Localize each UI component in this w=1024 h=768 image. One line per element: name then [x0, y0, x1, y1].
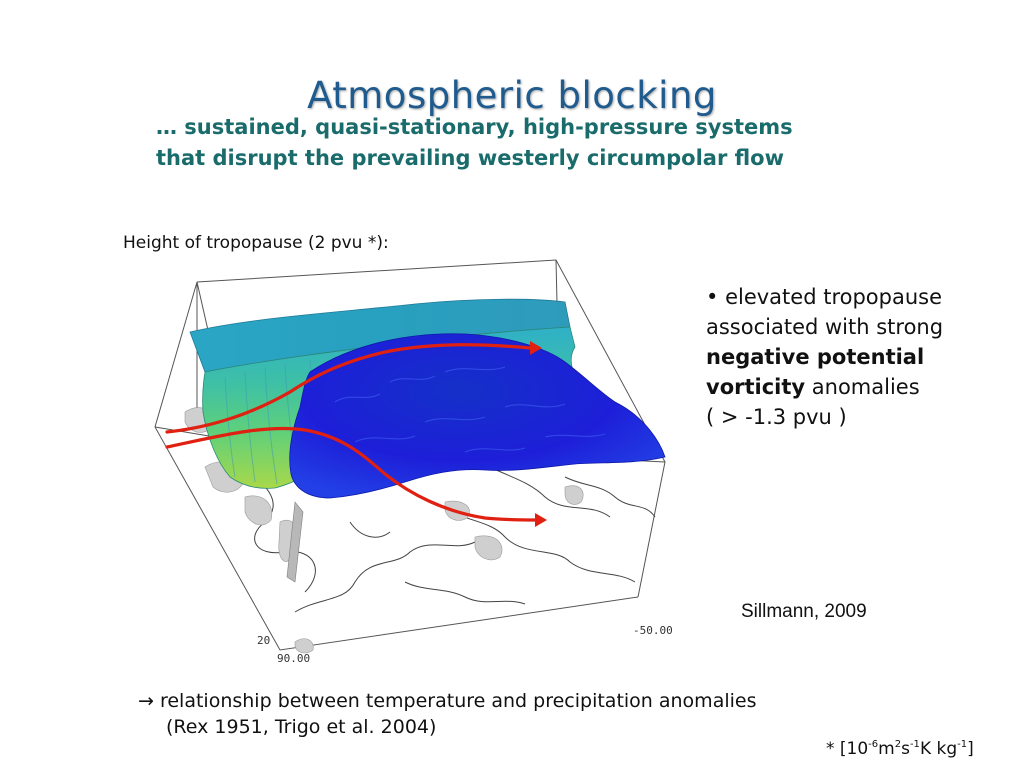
footnote-exp-2: 2 — [894, 739, 902, 750]
relationship-line-1: → relationship between temperature and p… — [138, 688, 756, 714]
subtitle-line-1: … sustained, quasi-stationary, high-pres… — [156, 115, 793, 139]
bullet-bold-3: negative potential — [706, 345, 925, 369]
footnote-exp-4: -1 — [957, 739, 968, 750]
bullet-block: • elevated tropopause associated with st… — [706, 282, 1006, 432]
bullet-line-1: • elevated tropopause — [706, 282, 1006, 312]
tropopause-3d-plot: -50.00 90.00 20 — [154, 259, 673, 665]
relationship-note: → relationship between temperature and p… — [138, 688, 756, 740]
flow-arrow-head-upper — [530, 341, 542, 355]
map-coastlines — [239, 466, 656, 613]
axis-label-right: -50.00 — [633, 624, 673, 637]
bullet-marker: • — [706, 285, 719, 309]
footnote-part-2: m — [878, 739, 895, 759]
relationship-line-2: (Rex 1951, Trigo et al. 2004) — [166, 716, 437, 738]
grey-plume — [286, 501, 304, 583]
slide-title: Atmospheric blocking — [307, 74, 717, 117]
figure-label: Height of tropopause (2 pvu *): — [123, 233, 389, 253]
bullet-line-4: vorticity anomalies — [706, 372, 1006, 402]
bullet-line-5: ( > -1.3 pvu ) — [706, 405, 847, 429]
blocking-negative-pv-region — [289, 333, 666, 499]
slide-subtitle: … sustained, quasi-stationary, high-pres… — [156, 112, 956, 174]
flow-arrow-head-lower — [535, 513, 547, 527]
relationship-text-1: relationship between temperature and pre… — [159, 690, 757, 712]
unit-footnote: * [10-6m2s-1K kg-1] — [826, 739, 974, 759]
footnote-suffix: ] — [967, 739, 974, 759]
bullet-text-4: anomalies — [805, 375, 920, 399]
tropopause-3d-figure: -50.00 90.00 20 — [145, 252, 685, 672]
footnote-part-4: K kg — [919, 739, 958, 759]
blue-texture — [334, 366, 606, 453]
footnote-exp-1: -6 — [868, 739, 879, 750]
bullet-line-2: associated with strong — [706, 315, 944, 339]
citation: Sillmann, 2009 — [741, 601, 867, 622]
bullet-bold-4: vorticity — [706, 375, 806, 399]
bullet-line-3: negative potential — [706, 342, 1006, 372]
bullet-text-1: elevated tropopause — [725, 285, 943, 309]
footnote-prefix: * [10 — [826, 739, 869, 759]
right-arrow-icon: → — [138, 690, 154, 712]
footnote-exp-3: -1 — [909, 739, 920, 750]
axis-label-left: 90.00 — [277, 652, 310, 665]
axis-label-small: 20 — [257, 634, 270, 647]
subtitle-line-2: that disrupt the prevailing westerly cir… — [156, 146, 785, 170]
footnote-part-3: s — [901, 739, 910, 759]
westerly-flow-arrows — [165, 343, 539, 522]
